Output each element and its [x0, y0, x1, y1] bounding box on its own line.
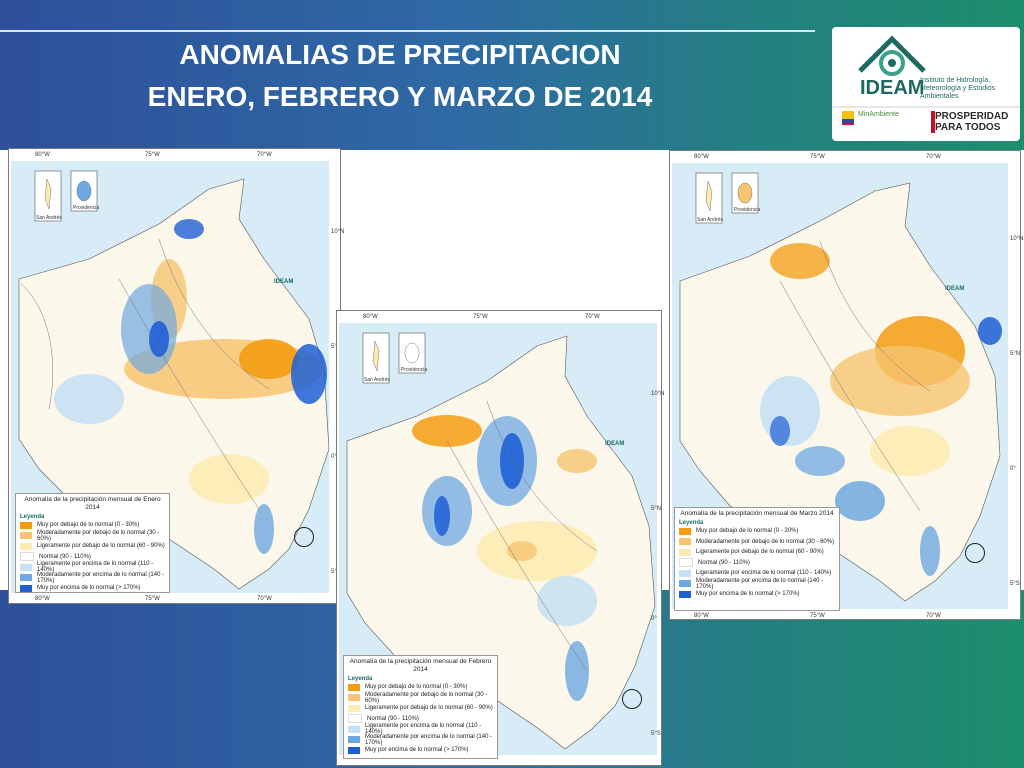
tick-lat-0: 0°: [651, 616, 657, 622]
tick-lat-0: 0°: [331, 454, 337, 460]
tick-lon-70: 70°W: [926, 154, 941, 160]
map-panel-enero: 80°W 75°W 70°W 80°W 75°W 70°W 10°N 5°N 0…: [8, 148, 345, 604]
ideam-logo-icon: [832, 35, 1020, 133]
map-panel-febrero: 80°W 75°W 70°W 10°N 5°N 0° 5°S San André…: [336, 310, 665, 766]
tick-lat-5s: 5°S: [651, 731, 661, 737]
inset-providencia-label: Providencia: [734, 207, 761, 213]
ideam-logo-text: IDEAM: [860, 77, 925, 99]
legend-item: Moderadamente por debajo de lo normal (3…: [20, 530, 165, 542]
legend-item: Ligeramente por encima de lo normal (110…: [348, 723, 493, 735]
tick-lon-80-bottom: 80°W: [35, 596, 50, 602]
inset-providencia-label: Providencia: [401, 367, 428, 373]
legend-item: Ligeramente por encima de lo normal (110…: [679, 568, 835, 579]
legend-item: Normal (90 - 110%): [20, 552, 165, 563]
legend-febrero: Anomalía de la precipitación mensual de …: [343, 655, 498, 759]
tick-lon-75: 75°W: [810, 154, 825, 160]
inset-san-andres-label: San Andrés: [697, 217, 723, 223]
legend-heading: Leyenda: [348, 676, 373, 682]
map-ideam-logo: IDEAM: [605, 441, 625, 447]
tick-lat-10: 10°N: [1010, 236, 1024, 242]
tick-lon-75-bottom: 75°W: [145, 596, 160, 602]
tick-lat-0: 0°: [1010, 466, 1016, 472]
legend-item: Muy por debajo de lo normal (0 - 30%): [20, 520, 165, 531]
legend-heading: Leyenda: [679, 520, 704, 526]
inset-san-andres-label: San Andrés: [36, 215, 62, 221]
header-divider: [0, 30, 815, 32]
tick-lon-70-bottom: 70°W: [257, 596, 272, 602]
map-ideam-logo: IDEAM: [945, 286, 965, 292]
tick-lon-70-bottom: 70°W: [926, 613, 941, 619]
legend-item: Moderadamente por encima de lo normal (1…: [679, 578, 835, 590]
legend-item: Ligeramente por debajo de lo normal (60 …: [348, 703, 493, 714]
tick-lat-5s: 5°S: [1010, 581, 1020, 587]
legend-item: Moderadamente por encima de lo normal (1…: [20, 572, 165, 584]
legend-item: Muy por encima de lo normal (> 170%): [20, 583, 165, 594]
tick-lon-70: 70°W: [257, 152, 272, 158]
title-line-1: ANOMALIAS DE PRECIPITACION: [179, 39, 621, 70]
legend-item: Ligeramente por debajo de lo normal (60 …: [679, 547, 835, 558]
legend-heading: Leyenda: [20, 514, 45, 520]
north-arrow-icon: [965, 543, 985, 563]
legend-item: Normal (90 - 110%): [679, 558, 835, 569]
map-enero-graphic: [11, 161, 330, 593]
ideam-logo-box: IDEAM Instituto de Hidrología, Meteorolo…: [832, 27, 1020, 141]
legend-item: Muy por debajo de lo normal (0 - 30%): [679, 526, 835, 537]
map-panel-marzo: 80°W 75°W 70°W 80°W 75°W 70°W 10°N 5°N 0…: [669, 150, 1024, 620]
tick-lon-80-bottom: 80°W: [694, 613, 709, 619]
prosperidad-logo-text: PROSPERIDAD PARA TODOS: [935, 111, 1009, 133]
tick-lat-10: 10°N: [651, 391, 665, 397]
legend-item: Muy por encima de lo normal (> 170%): [679, 589, 835, 600]
legend-item: Ligeramente por debajo de lo normal (60 …: [20, 541, 165, 552]
legend-item: Moderadamente por debajo de lo normal (3…: [679, 537, 835, 548]
tick-lon-70: 70°W: [585, 314, 600, 320]
north-arrow-icon: [294, 527, 314, 547]
tick-lat-5s: 5°S: [331, 569, 341, 575]
minambiente-logo-text: MinAmbiente: [858, 111, 899, 118]
legend-title-febrero: Anomalía de la precipitación mensual de …: [349, 658, 492, 673]
inset-san-andres-label: San Andrés: [364, 377, 390, 383]
tick-lon-75: 75°W: [145, 152, 160, 158]
tick-lon-75-bottom: 75°W: [810, 613, 825, 619]
map-febrero-graphic: [339, 323, 657, 755]
tick-lat-5: 5°N: [651, 506, 662, 512]
tick-lon-80: 80°W: [694, 154, 709, 160]
title-line-2: ENERO, FEBRERO Y MARZO DE 2014: [147, 81, 653, 112]
tick-lat-10: 10°N: [331, 229, 345, 235]
slide-title: ANOMALIAS DE PRECIPITACION ENERO, FEBRER…: [100, 34, 700, 118]
legend-title-marzo: Anomalía de la precipitación mensual de …: [680, 510, 834, 517]
legend-enero: Anomalía de la precipitación mensual de …: [15, 493, 170, 593]
tick-lon-75: 75°W: [473, 314, 488, 320]
tick-lat-5: 5°N: [1010, 351, 1021, 357]
tick-lon-80: 80°W: [35, 152, 50, 158]
legend-marzo: Anomalía de la precipitación mensual de …: [674, 507, 840, 611]
legend-item: Moderadamente por encima de lo normal (1…: [348, 734, 493, 746]
tick-lon-80: 80°W: [363, 314, 378, 320]
legend-title-enero: Anomalía de la precipitación mensual de …: [24, 496, 161, 511]
ideam-logo-subtitle: Instituto de Hidrología, Meteorología y …: [920, 77, 996, 100]
legend-item: Ligeramente por encima de lo normal (110…: [20, 561, 165, 573]
north-arrow-icon: [622, 689, 642, 709]
legend-item: Normal (90 - 110%): [348, 714, 493, 725]
legend-item: Muy por encima de lo normal (> 170%): [348, 745, 493, 756]
inset-providencia-label: Providencia: [73, 205, 100, 211]
legend-item: Muy por debajo de lo normal (0 - 30%): [348, 682, 493, 693]
map-ideam-logo: IDEAM: [274, 279, 294, 285]
legend-item: Moderadamente por debajo de lo normal (3…: [348, 692, 493, 704]
